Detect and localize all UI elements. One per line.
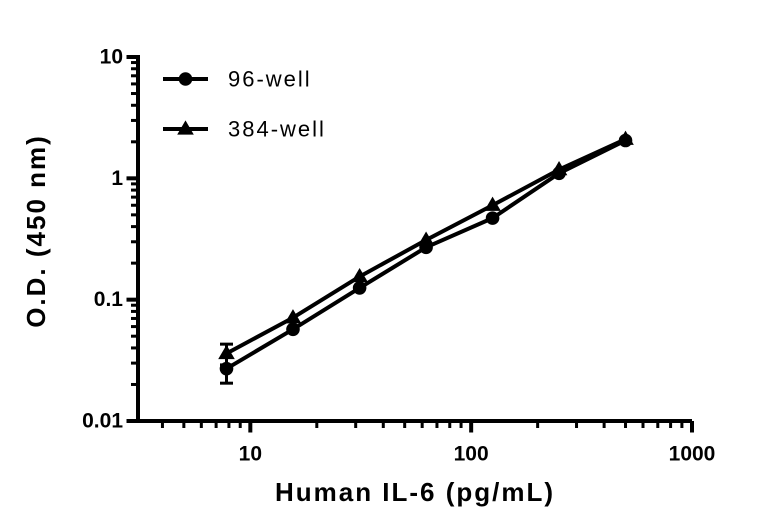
legend-item-384-well: 384-well (163, 117, 326, 142)
marker-96-well (419, 240, 433, 255)
marker-384-well (484, 196, 501, 211)
y-tick-label-0.01: 0.01 (82, 410, 123, 433)
marker-96-well (618, 133, 633, 148)
marker-96-well (219, 361, 234, 376)
marker-96-well (485, 211, 500, 225)
x-axis-title: Human IL-6 (pg/mL) (275, 477, 555, 507)
series-96-well (219, 133, 633, 385)
marker-96-well (352, 281, 367, 295)
y-tick-label-10: 10 (100, 46, 123, 69)
marker-96-well (552, 166, 566, 181)
marker-96-well (286, 322, 300, 337)
legend-marker-circle-icon (178, 72, 193, 86)
legend-label-96-well: 96-well (228, 67, 312, 92)
x-tick-label-10: 10 (239, 443, 262, 466)
y-tick-label-0.1: 0.1 (94, 288, 124, 311)
legend-marker-triangle-icon (177, 120, 194, 135)
marker-384-well (218, 344, 235, 360)
x-tick-label-100: 100 (454, 443, 489, 466)
y-axis-title: O.D. (450 nm) (21, 134, 51, 328)
legend-item-96-well: 96-well (163, 67, 312, 92)
x-tick-label-1000: 1000 (669, 443, 716, 466)
marker-384-well (284, 309, 302, 324)
y-tick-label-1: 1 (111, 167, 123, 190)
marker-384-well (351, 267, 368, 283)
legend-label-384-well: 384-well (228, 117, 326, 142)
